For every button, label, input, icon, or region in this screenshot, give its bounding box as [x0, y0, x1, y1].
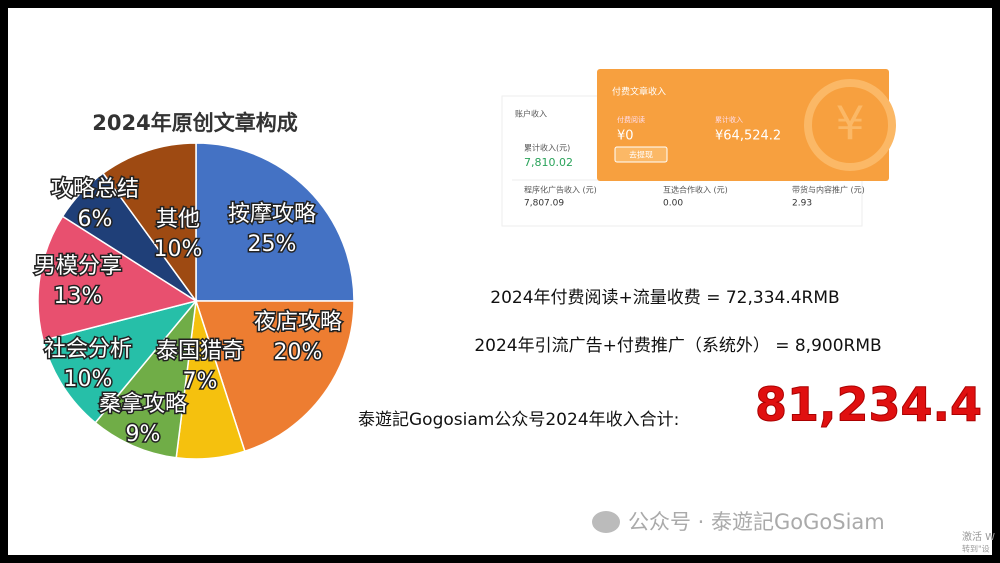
slice-label: 男模分享	[34, 254, 122, 279]
activate-text: 转到"设	[962, 544, 990, 554]
slice-label: 桑拿攻略	[99, 391, 187, 417]
value: 7,807.09	[524, 199, 564, 209]
value: ¥64,524.2	[715, 129, 781, 144]
value: 2.93	[792, 199, 812, 209]
label: 累计收入(元)	[524, 143, 570, 153]
slice-label: 攻略总结	[51, 177, 139, 202]
slice-label: 泰国猎奇	[156, 339, 244, 364]
slice-value-label: 7%	[183, 369, 218, 394]
watermark: 公众号 · 泰遊記GoGoSiam 激活 W 转到"设	[592, 510, 995, 554]
label: 程序化广告收入 (元)	[524, 185, 597, 195]
activate-text: 激活 W	[962, 530, 995, 543]
card-decoration	[804, 79, 896, 171]
slice-value-label: 9%	[126, 422, 161, 447]
button[interactable]	[614, 146, 668, 163]
total-value: 81,234.4	[755, 378, 982, 432]
slice-value-label: 13%	[54, 284, 103, 309]
slice-value-label: 25%	[248, 232, 297, 257]
label: 互选合作收入 (元)	[663, 185, 728, 195]
watermark-text: 公众号 · 泰遊記GoGoSiam	[628, 510, 885, 534]
total-label: 泰遊記Gogosiam公众号2024年收入合计:	[358, 410, 679, 430]
pie-slice	[102, 142, 197, 304]
chart-title: 2024年原创文章构成	[92, 111, 297, 135]
value: 7,810.02	[524, 156, 573, 169]
pie-slice	[194, 300, 355, 453]
income-screenshot: 账户收入 累计收入(元) 7,810.02 程序化广告收入 (元) 7,807.…	[501, 69, 896, 227]
slice-label: 夜店攻略	[254, 310, 342, 335]
value: ¥0	[617, 129, 634, 144]
label: 付费阅读	[617, 115, 645, 124]
summary-line: 2024年引流广告+付费推广（系统外） = 8,900RMB	[474, 336, 881, 356]
value: 0.00	[663, 199, 683, 209]
slice-label: 其他	[156, 207, 200, 232]
pie-slice	[94, 298, 198, 459]
wechat-icon	[592, 511, 620, 533]
label: 带货与内容推广 (元)	[792, 185, 865, 195]
pie-slice	[42, 299, 199, 424]
slice-value-label: 6%	[78, 207, 113, 232]
summary-line: 2024年付费阅读+流量收费 = 72,334.4RMB	[490, 288, 839, 308]
pie-slice	[37, 215, 198, 342]
slice-value-label: 20%	[274, 340, 323, 365]
button-label[interactable]: 去提现	[629, 150, 653, 160]
slice-value-label: 10%	[64, 367, 113, 392]
slice-label: 按摩攻略	[228, 202, 316, 227]
pie: 按摩攻略 25% 夜店攻略 20% 泰国猎奇 7%桑拿攻略 9% 社会分析 10% 男模分享 13%…	[32, 142, 355, 460]
label: 累计收入	[715, 115, 743, 124]
card-symbol: ¥	[835, 97, 864, 151]
label: 账户收入	[515, 109, 547, 119]
card-title: 付费文章收入	[612, 86, 666, 98]
slice-value-label: 10%	[154, 237, 203, 262]
pie-slice	[195, 142, 355, 302]
slice-label: 社会分析	[44, 337, 132, 362]
